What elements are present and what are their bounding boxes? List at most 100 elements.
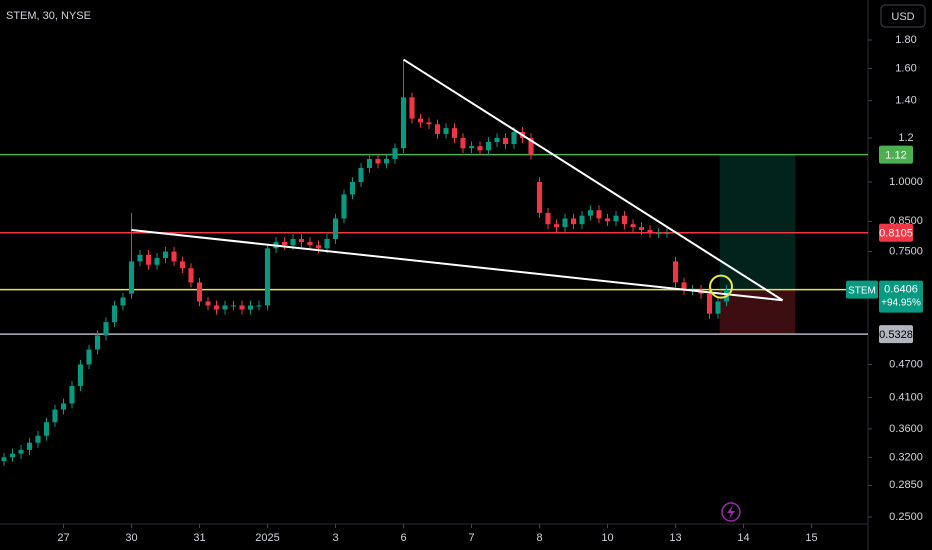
y-tick-label: 0.4100 — [889, 391, 923, 403]
candle-body — [451, 128, 458, 138]
x-tick-label: 7 — [468, 532, 474, 544]
candle-body — [256, 305, 262, 307]
price-level-label: 0.5328 — [879, 329, 913, 341]
candle-body — [86, 349, 92, 365]
candle-body — [511, 132, 517, 145]
x-tick-label: 10 — [601, 532, 613, 544]
candle-body — [460, 137, 466, 149]
replay-icon[interactable] — [721, 502, 741, 522]
position-target — [719, 154, 796, 290]
candle-body — [655, 232, 662, 234]
candle-body — [162, 251, 169, 259]
candle-body — [400, 97, 407, 149]
candle-body — [120, 297, 126, 306]
x-tick-label: 13 — [669, 532, 681, 544]
candle-body — [715, 301, 721, 314]
y-tick-label: 1.2 — [898, 132, 913, 144]
candle-body — [579, 215, 585, 225]
candle-body — [205, 301, 211, 306]
candle-body — [706, 293, 713, 314]
candle-body — [587, 210, 594, 216]
candle-body — [434, 124, 441, 134]
candle-body — [281, 242, 288, 246]
candle-body — [366, 158, 373, 168]
candle-body — [502, 137, 509, 145]
candle-body — [647, 229, 653, 233]
x-tick-label: 6 — [400, 532, 406, 544]
candle-body — [52, 409, 58, 423]
trendline — [131, 228, 783, 302]
y-tick-label: 0.2500 — [889, 511, 923, 523]
candle-body — [103, 322, 109, 336]
change-label: +94.95% — [881, 297, 921, 308]
candle-body — [545, 212, 551, 225]
candle-body — [230, 305, 237, 307]
candle-body — [179, 261, 186, 269]
x-tick-label: 2025 — [255, 532, 279, 544]
candle-body — [247, 305, 254, 310]
candle-body — [468, 146, 475, 149]
candle-body — [358, 167, 364, 183]
x-tick-label: 30 — [125, 532, 137, 544]
candle-body — [570, 218, 577, 225]
candle-body — [630, 224, 636, 228]
candle-body — [494, 137, 500, 143]
candle-body — [145, 254, 152, 265]
candle-body — [35, 435, 41, 443]
candle-body — [638, 227, 645, 230]
candle-body — [171, 251, 177, 262]
candle-body — [426, 122, 432, 125]
candle-body — [528, 137, 534, 155]
candle-body — [341, 194, 347, 219]
candle-body — [672, 261, 679, 283]
candle-body — [315, 245, 322, 249]
last-price-label: 0.6406 — [884, 284, 918, 296]
position-stop — [719, 289, 796, 335]
y-tick-label: 1.40 — [895, 95, 916, 107]
x-tick-label: 15 — [805, 532, 817, 544]
candle-body — [18, 449, 24, 454]
candle-body — [94, 335, 101, 350]
chart-title: STEM, 30, NYSE — [6, 10, 91, 22]
price-level-label: 1.12 — [885, 150, 906, 162]
candle-body — [307, 242, 313, 246]
candle-body — [417, 118, 424, 123]
candle-body — [349, 182, 356, 195]
candle-body — [392, 148, 398, 159]
candle-body — [239, 305, 245, 310]
candle-body — [332, 218, 339, 239]
y-tick-label: 0.3600 — [889, 423, 923, 435]
candle-body — [298, 238, 305, 243]
x-tick-label: 3 — [332, 532, 338, 544]
candle-body — [26, 442, 33, 450]
highlight-circle — [709, 274, 733, 299]
candle-body — [664, 232, 670, 234]
x-tick-label: 14 — [737, 532, 749, 544]
plot — [0, 58, 868, 466]
symbol-tag — [846, 280, 878, 299]
candle-body — [477, 146, 483, 151]
x-tick-label: 27 — [57, 532, 69, 544]
candle-body — [383, 158, 390, 164]
y-tick-label: 1.0000 — [889, 176, 923, 188]
candle-body — [621, 215, 628, 225]
candle-body — [681, 282, 687, 290]
currency-button[interactable] — [880, 4, 926, 28]
candle-body — [613, 215, 619, 222]
candle-body — [485, 142, 492, 151]
candle-body — [60, 403, 67, 410]
symbol-label: STEM — [848, 285, 876, 296]
candle-body — [536, 182, 543, 213]
candle-body — [77, 364, 84, 386]
candle-body — [443, 128, 449, 134]
candle-body — [128, 261, 135, 294]
currency-label: USD — [891, 11, 914, 23]
candle-body — [154, 258, 160, 265]
candle-body — [324, 238, 330, 249]
candle-body — [43, 422, 50, 436]
candle-body — [562, 218, 568, 228]
y-tick-label: 1.60 — [895, 62, 916, 74]
